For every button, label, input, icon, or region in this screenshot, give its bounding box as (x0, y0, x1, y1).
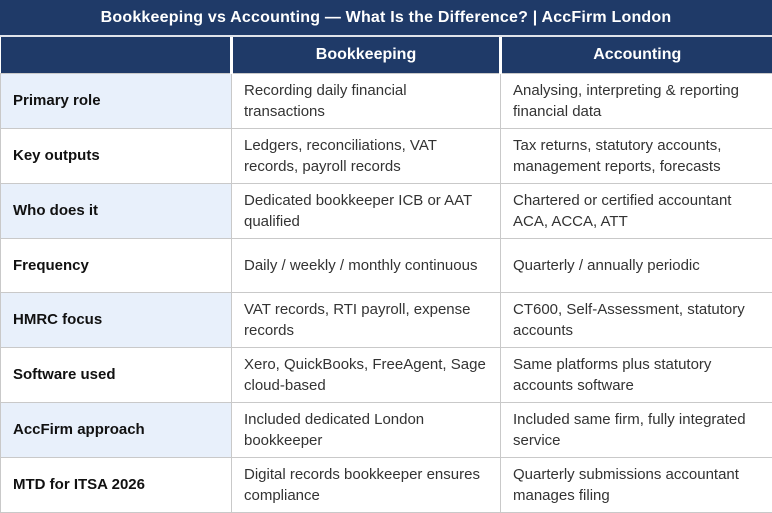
cell-accounting: Included same firm, fully integrated ser… (500, 401, 772, 458)
row-label-software-used: Software used (0, 346, 232, 403)
cell-bookkeeping: Ledgers, reconciliations, VAT records, p… (231, 127, 501, 184)
column-header-bookkeeping: Bookkeeping (230, 37, 501, 73)
column-header-blank (0, 37, 232, 73)
row-label-frequency: Frequency (0, 237, 232, 293)
cell-bookkeeping: Daily / weekly / monthly continuous (231, 237, 501, 293)
row-label-who-does-it: Who does it (0, 182, 232, 239)
cell-accounting: CT600, Self-Assessment, statutory accoun… (500, 291, 772, 348)
row-label-key-outputs: Key outputs (0, 127, 232, 184)
cell-bookkeeping: Recording daily financial transactions (231, 72, 501, 129)
table-row: AccFirm approach Included dedicated Lond… (0, 401, 772, 458)
cell-accounting: Tax returns, statutory accounts, managem… (500, 127, 772, 184)
cell-accounting: Analysing, interpreting & reporting fina… (500, 72, 772, 129)
page-title: Bookkeeping vs Accounting — What Is the … (0, 0, 772, 37)
cell-accounting: Chartered or certified accountant ACA, A… (500, 182, 772, 239)
row-label-primary-role: Primary role (0, 72, 232, 129)
table-header: Bookkeeping Accounting (0, 37, 772, 73)
cell-bookkeeping: Digital records bookkeeper ensures compl… (231, 456, 501, 513)
cell-bookkeeping: Included dedicated London bookkeeper (231, 401, 501, 458)
table-row: Frequency Daily / weekly / monthly conti… (0, 237, 772, 293)
cell-bookkeeping: Xero, QuickBooks, FreeAgent, Sage cloud-… (231, 346, 501, 403)
table-row: Primary role Recording daily financial t… (0, 72, 772, 129)
cell-accounting: Same platforms plus statutory accounts s… (500, 346, 772, 403)
row-label-mtd-itsa-2026: MTD for ITSA 2026 (0, 456, 232, 513)
cell-accounting: Quarterly / annually periodic (500, 237, 772, 293)
table-row: MTD for ITSA 2026 Digital records bookke… (0, 456, 772, 513)
table-row: HMRC focus VAT records, RTI payroll, exp… (0, 291, 772, 348)
cell-accounting: Quarterly submissions accountant manages… (500, 456, 772, 513)
cell-bookkeeping: Dedicated bookkeeper ICB or AAT qualifie… (231, 182, 501, 239)
row-label-accfirm-approach: AccFirm approach (0, 401, 232, 458)
table-row: Key outputs Ledgers, reconciliations, VA… (0, 127, 772, 184)
comparison-table: Bookkeeping Accounting Primary role Reco… (0, 37, 772, 513)
table-row: Who does it Dedicated bookkeeper ICB or … (0, 182, 772, 239)
column-header-accounting: Accounting (499, 37, 772, 73)
table-row: Software used Xero, QuickBooks, FreeAgen… (0, 346, 772, 403)
row-label-hmrc-focus: HMRC focus (0, 291, 232, 348)
cell-bookkeeping: VAT records, RTI payroll, expense record… (231, 291, 501, 348)
